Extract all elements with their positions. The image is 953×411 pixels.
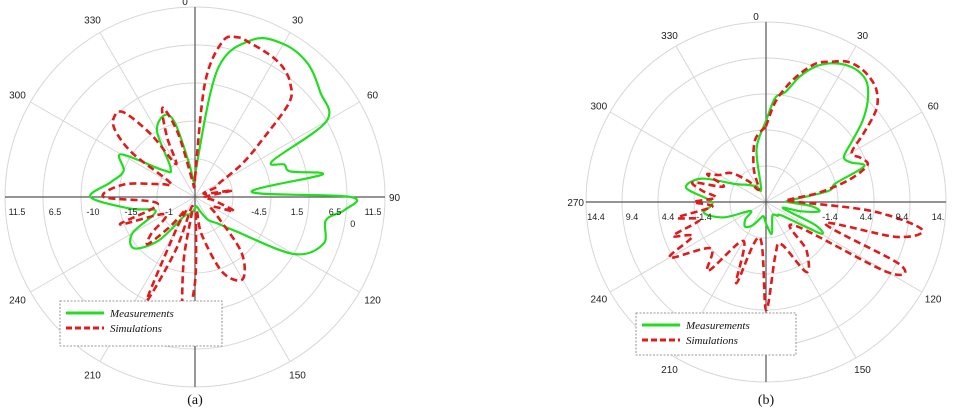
radial-tick-label: 11.5 <box>9 207 26 217</box>
legend-label: Measurements <box>109 308 174 320</box>
radial-tick-label: 9.4 <box>896 212 909 222</box>
radial-tick-label: -4.5 <box>251 207 267 217</box>
panel-label: (a) <box>187 393 203 408</box>
radial-tick-label: 9.4 <box>626 212 639 222</box>
angle-tick-label: 240 <box>9 296 26 307</box>
legend-box <box>59 300 223 347</box>
angle-tick-label: 120 <box>925 295 942 306</box>
radial-tick-label: 1.5 <box>291 207 304 217</box>
series-simulations-line <box>101 35 294 331</box>
grid-spoke <box>194 32 291 198</box>
grid-spoke <box>194 196 360 293</box>
grid-spoke <box>99 32 196 198</box>
grid-spoke <box>765 201 923 293</box>
radial-tick-label: -1.4 <box>822 212 838 222</box>
angle-tick-label: 150 <box>289 371 306 382</box>
panel-label: (b) <box>758 393 775 408</box>
angle-tick-label: 90 <box>389 193 401 204</box>
angle-tick-label: 0 <box>753 12 759 23</box>
grid-spoke <box>765 201 857 359</box>
radial-tick-label: -10 <box>86 207 99 217</box>
angle-tick-label: 270 <box>567 198 584 209</box>
series-measurements-line <box>684 62 870 236</box>
angle-tick-label: 240 <box>591 295 608 306</box>
angle-tick-label: 0 <box>182 0 188 8</box>
angle-tick-label: 210 <box>661 365 678 376</box>
grid-spoke <box>609 111 767 203</box>
angle-tick-label: 330 <box>661 31 678 42</box>
radial-tick-label: 14.4 <box>587 212 605 222</box>
radial-tick-label: 14. <box>932 212 945 222</box>
grid-spoke <box>675 45 767 203</box>
grid-spoke <box>609 201 767 293</box>
angle-tick-label: 120 <box>364 296 381 307</box>
angle-tick-label: 210 <box>84 371 101 382</box>
legend-label: Measurements <box>685 320 750 332</box>
radial-tick-label: -15 <box>124 207 137 217</box>
legend-label: Simulations <box>686 335 738 347</box>
grid-spoke <box>765 45 857 203</box>
angle-tick-label: 30 <box>292 15 304 26</box>
angle-tick-label: 60 <box>928 102 940 113</box>
radial-tick-label: -1 <box>165 207 173 217</box>
radial-tick-label: 6.5 <box>329 207 342 217</box>
legend-label: Simulations <box>110 323 162 335</box>
series-simulations-line <box>668 59 924 312</box>
radial-tick-label: 6.5 <box>49 207 62 217</box>
radial-tick-label: 11.5 <box>365 207 382 217</box>
radial-tick-label: -1.4 <box>696 212 712 222</box>
angle-tick-label: 150 <box>854 365 871 376</box>
angle-tick-label: 300 <box>9 91 26 102</box>
angle-tick-label: 330 <box>84 15 101 26</box>
radial-tick-label: 4.4 <box>860 212 873 222</box>
polar-panel-1 <box>4 6 386 388</box>
legend-box <box>635 312 797 356</box>
angle-tick-label: 60 <box>367 91 379 102</box>
angle-tick-label: 30 <box>857 31 869 42</box>
polar-panel-2 <box>585 21 947 383</box>
series-measurements-line <box>89 37 359 256</box>
zero-tick-label: 0 <box>350 219 355 229</box>
radial-tick-label: 4.4 <box>662 212 675 222</box>
grid-spoke <box>30 196 196 293</box>
angle-tick-label: 300 <box>591 102 608 113</box>
